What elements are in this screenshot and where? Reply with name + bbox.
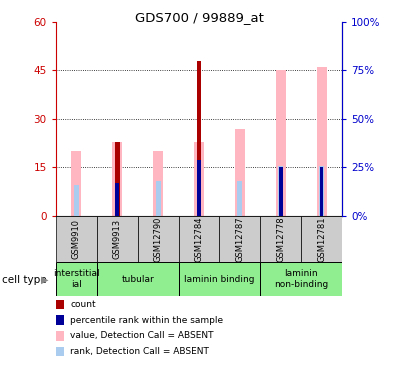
Text: interstitial
ial: interstitial ial [53, 269, 100, 289]
Text: GSM12784: GSM12784 [195, 216, 203, 262]
Bar [74, 185, 79, 216]
Text: GDS700 / 99889_at: GDS700 / 99889_at [135, 11, 263, 24]
Bar [71, 151, 81, 216]
Bar [97, 216, 138, 262]
Bar [301, 216, 342, 262]
Bar [279, 165, 283, 216]
Bar [279, 168, 283, 216]
Bar [138, 216, 179, 262]
Text: GSM9910: GSM9910 [72, 219, 81, 259]
Bar [194, 142, 204, 216]
Bar [112, 142, 122, 216]
Bar [179, 216, 219, 262]
Bar [319, 165, 324, 216]
Bar [153, 151, 163, 216]
Bar [197, 160, 201, 216]
Text: GSM12790: GSM12790 [154, 216, 162, 261]
Text: ▶: ▶ [41, 275, 48, 285]
Text: count: count [70, 300, 96, 309]
Text: percentile rank within the sample: percentile rank within the sample [70, 316, 224, 325]
Text: tubular: tubular [121, 274, 154, 284]
Text: GSM12787: GSM12787 [236, 216, 244, 262]
Bar [56, 216, 97, 262]
Bar [179, 262, 260, 296]
Text: rank, Detection Call = ABSENT: rank, Detection Call = ABSENT [70, 347, 209, 356]
Text: cell type: cell type [2, 275, 47, 285]
Bar [97, 262, 179, 296]
Bar [219, 216, 260, 262]
Bar [115, 142, 119, 216]
Bar [238, 181, 242, 216]
Text: laminin
non-binding: laminin non-binding [274, 269, 328, 289]
Text: GSM12781: GSM12781 [317, 216, 326, 262]
Text: value, Detection Call = ABSENT: value, Detection Call = ABSENT [70, 332, 214, 340]
Bar [320, 168, 324, 216]
Bar [235, 129, 245, 216]
Text: GSM9913: GSM9913 [113, 219, 122, 259]
Bar [317, 67, 327, 216]
Bar [276, 71, 286, 216]
Bar [115, 183, 119, 216]
Bar [156, 181, 160, 216]
Text: laminin binding: laminin binding [184, 274, 255, 284]
Bar [260, 262, 342, 296]
Bar [260, 216, 301, 262]
Bar [56, 262, 97, 296]
Text: GSM12778: GSM12778 [276, 216, 285, 262]
Bar [197, 61, 201, 216]
